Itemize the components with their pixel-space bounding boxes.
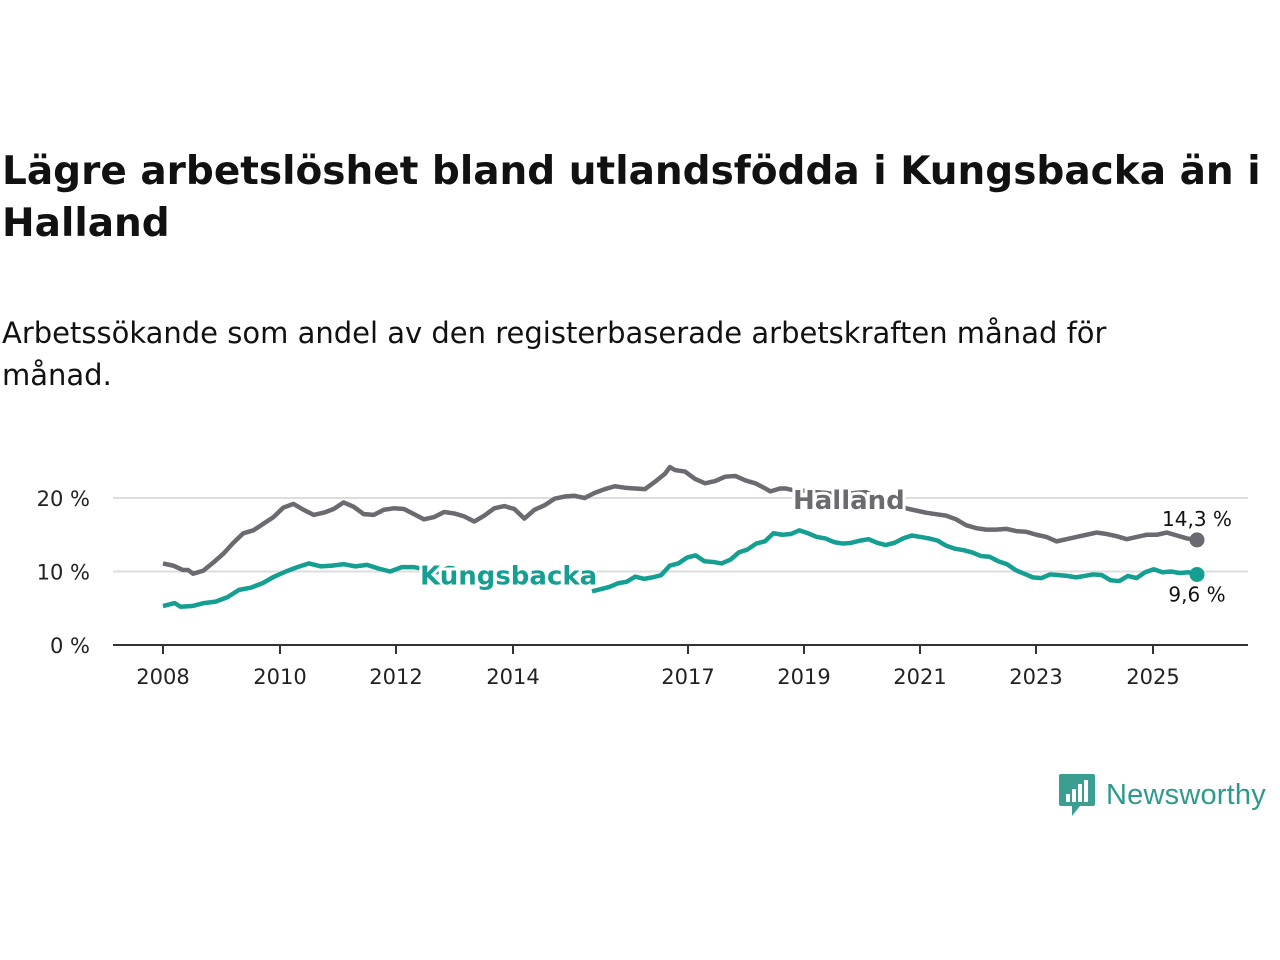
series-labels: Halland Kungsbacka 14,3 % 9,6 % [417,483,1234,609]
brand-name: Newsworthy [1106,778,1266,811]
brand: Newsworthy [1058,772,1266,818]
y-tick-label: 10 % [37,561,90,585]
x-tick-label: 2010 [253,665,306,689]
kungsbacka-end-label: 9,6 % [1168,582,1225,606]
x-tick-label: 2023 [1009,665,1062,689]
chart-subtitle: Arbetssökande som andel av den registerb… [2,316,1107,392]
chart-title: Lägre arbetslöshet bland utlandsfödda i … [2,149,1261,246]
kungsbacka-series-label: Kungsbacka [420,562,597,592]
y-tick-label: 20 % [37,487,90,511]
x-tick-label: 2008 [136,665,189,689]
halland-end-label: 14,3 % [1162,507,1232,531]
x-tick-label: 2025 [1126,665,1179,689]
x-tick-label: 2012 [369,665,422,689]
kungsbacka-end-point [1189,566,1205,582]
grid-lines: 0 % 10 % 20 % [37,487,1248,658]
newsworthy-logo-icon [1059,774,1095,816]
kungsbacka-line [162,561,455,610]
x-tick-label: 2021 [893,665,946,689]
halland-end-point [1189,532,1205,548]
y-tick-label: 0 % [50,634,90,658]
x-axis: 2008 2010 2012 2014 2017 2019 2021 2023 2025 [113,644,1248,689]
x-tick-label: 2019 [777,665,830,689]
kungsbacka-line-continued [591,528,1198,594]
line-chart: 0 % 10 % 20 % 2008 2010 2012 2014 2017 2019 2021… [37,464,1248,689]
halland-series-label: Halland [793,486,905,516]
series-lines [162,464,1205,610]
x-tick-label: 2017 [661,665,714,689]
halland-line [162,464,1198,576]
x-tick-label: 2014 [486,665,539,689]
